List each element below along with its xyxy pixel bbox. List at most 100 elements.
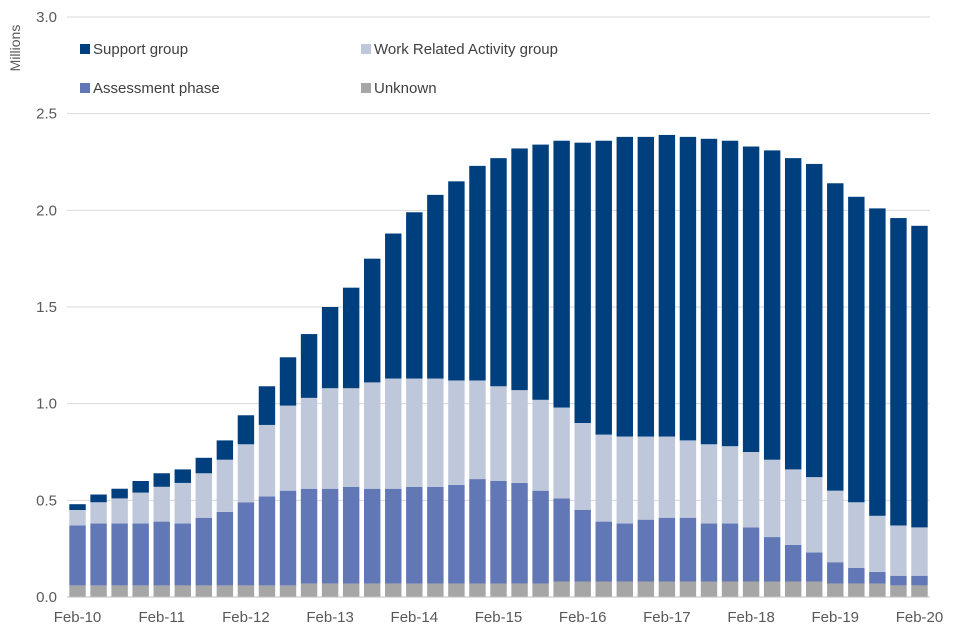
bar-segment-assessment-phase bbox=[490, 481, 507, 584]
bar-segment-work-related-activity-group bbox=[658, 436, 676, 518]
bar-segment-work-related-activity-group bbox=[784, 469, 802, 545]
bar-segment-assessment-phase bbox=[700, 523, 718, 582]
bar-segment-support-group bbox=[195, 457, 213, 474]
x-tick-label: Feb-20 bbox=[896, 609, 944, 626]
bar-segment-support-group bbox=[890, 218, 907, 526]
x-tick-label: Feb-15 bbox=[475, 609, 523, 626]
bar-segment-work-related-activity-group bbox=[132, 492, 149, 524]
bar-segment-unknown bbox=[279, 585, 297, 597]
bar-segment-work-related-activity-group bbox=[616, 436, 633, 524]
bar-segment-work-related-activity-group bbox=[448, 380, 465, 485]
bar-segment-assessment-phase bbox=[174, 523, 191, 586]
y-tick-label: 2.0 bbox=[36, 202, 57, 219]
bar-segment-work-related-activity-group bbox=[490, 386, 507, 481]
bar-segment-work-related-activity-group bbox=[532, 399, 549, 491]
y-axis-label: Millions bbox=[7, 25, 23, 72]
bar-segment-work-related-activity-group bbox=[595, 434, 612, 522]
bar-segment-work-related-activity-group bbox=[742, 452, 760, 528]
bar-segment-assessment-phase bbox=[90, 523, 107, 586]
bar-segment-unknown bbox=[532, 583, 549, 597]
bar-segment-unknown bbox=[721, 581, 739, 597]
bar-segment-unknown bbox=[595, 581, 612, 597]
legend-swatch bbox=[361, 44, 371, 54]
bar-segment-support-group bbox=[258, 386, 276, 425]
bar-segment-unknown bbox=[848, 583, 865, 597]
bar-segment-unknown bbox=[364, 583, 381, 597]
bar-segment-unknown bbox=[258, 585, 276, 597]
bar-segment-unknown bbox=[490, 583, 507, 597]
legend-label: Unknown bbox=[374, 80, 437, 97]
bar-segment-assessment-phase bbox=[763, 537, 781, 582]
bar-segment-unknown bbox=[806, 581, 823, 597]
bar-segment-work-related-activity-group bbox=[637, 436, 655, 520]
bar-segment-work-related-activity-group bbox=[69, 510, 86, 526]
bar-segment-unknown bbox=[869, 583, 886, 597]
bar-segment-assessment-phase bbox=[321, 488, 339, 584]
bar-segment-work-related-activity-group bbox=[153, 486, 170, 522]
bar-segment-assessment-phase bbox=[216, 511, 234, 586]
bar-segment-work-related-activity-group bbox=[300, 397, 318, 489]
bar-segment-support-group bbox=[827, 183, 844, 491]
bar-segment-unknown bbox=[300, 583, 318, 597]
bar-segment-support-group bbox=[111, 488, 128, 499]
bar-segment-assessment-phase bbox=[153, 521, 170, 586]
bar-segment-work-related-activity-group bbox=[279, 405, 297, 491]
bar-segment-support-group bbox=[216, 440, 234, 460]
bar-segment-support-group bbox=[911, 225, 928, 528]
bar-segment-support-group bbox=[321, 307, 339, 389]
bar-segment-unknown bbox=[890, 585, 907, 597]
bar-segment-unknown bbox=[406, 583, 423, 597]
bar-segment-support-group bbox=[679, 136, 697, 441]
bar-segment-support-group bbox=[69, 504, 86, 510]
bar-segment-work-related-activity-group bbox=[342, 388, 360, 487]
bar-segment-unknown bbox=[448, 583, 465, 597]
bar-segment-assessment-phase bbox=[848, 568, 865, 584]
bar-segment-assessment-phase bbox=[300, 488, 318, 584]
y-tick-label: 0.0 bbox=[36, 589, 57, 606]
bar-segment-support-group bbox=[300, 334, 318, 398]
bar-segment-assessment-phase bbox=[784, 544, 802, 582]
bar-segment-support-group bbox=[511, 148, 528, 391]
bar-segment-unknown bbox=[511, 583, 528, 597]
bar-segment-assessment-phase bbox=[385, 488, 402, 584]
bar-segment-unknown bbox=[427, 583, 444, 597]
bar-segment-support-group bbox=[658, 134, 676, 437]
bar-segment-work-related-activity-group bbox=[679, 440, 697, 518]
bar-segment-support-group bbox=[174, 469, 191, 483]
bar-segment-support-group bbox=[342, 287, 360, 389]
bar-segment-support-group bbox=[574, 142, 591, 424]
legend-label: Work Related Activity group bbox=[374, 41, 558, 58]
bar-segment-work-related-activity-group bbox=[321, 388, 339, 489]
bar-segment-assessment-phase bbox=[911, 575, 928, 586]
y-tick-label: 0.5 bbox=[36, 492, 57, 509]
bar-segment-unknown bbox=[174, 585, 191, 597]
bar-segment-unknown bbox=[321, 583, 339, 597]
bar-segment-support-group bbox=[806, 163, 823, 478]
bar-segment-work-related-activity-group bbox=[216, 459, 234, 512]
bars bbox=[69, 134, 928, 597]
bar-segment-work-related-activity-group bbox=[469, 380, 486, 480]
bar-segment-assessment-phase bbox=[258, 496, 276, 586]
bar-segment-work-related-activity-group bbox=[553, 407, 570, 499]
bar-segment-unknown bbox=[385, 583, 402, 597]
bar-segment-unknown bbox=[574, 581, 591, 597]
bar-segment-assessment-phase bbox=[553, 498, 570, 582]
legend-label: Assessment phase bbox=[93, 80, 220, 97]
bar-segment-assessment-phase bbox=[827, 562, 844, 584]
bar-segment-unknown bbox=[658, 581, 676, 597]
legend: Support group Work Related Activity group… bbox=[80, 41, 558, 97]
bar-segment-support-group bbox=[153, 473, 170, 487]
bar-segment-assessment-phase bbox=[132, 523, 149, 586]
bar-segment-unknown bbox=[616, 581, 633, 597]
bar-segment-unknown bbox=[132, 585, 149, 597]
bar-segment-unknown bbox=[153, 585, 170, 597]
bar-segment-work-related-activity-group bbox=[174, 482, 191, 524]
bar-segment-work-related-activity-group bbox=[511, 390, 528, 483]
bar-segment-unknown bbox=[469, 583, 486, 597]
bar-segment-work-related-activity-group bbox=[385, 378, 402, 489]
bar-segment-support-group bbox=[742, 146, 760, 452]
bar-segment-unknown bbox=[69, 585, 86, 597]
bar-segment-work-related-activity-group bbox=[258, 424, 276, 497]
bar-segment-work-related-activity-group bbox=[90, 502, 107, 524]
